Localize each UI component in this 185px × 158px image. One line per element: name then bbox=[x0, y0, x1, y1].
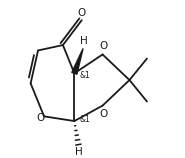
Text: O: O bbox=[100, 41, 108, 51]
Text: O: O bbox=[78, 8, 86, 18]
Text: H: H bbox=[75, 147, 83, 157]
Text: &1: &1 bbox=[79, 115, 90, 124]
Text: O: O bbox=[37, 113, 45, 123]
Text: &1: &1 bbox=[79, 71, 90, 80]
Polygon shape bbox=[72, 49, 83, 74]
Text: H: H bbox=[80, 36, 88, 46]
Text: O: O bbox=[100, 109, 108, 119]
